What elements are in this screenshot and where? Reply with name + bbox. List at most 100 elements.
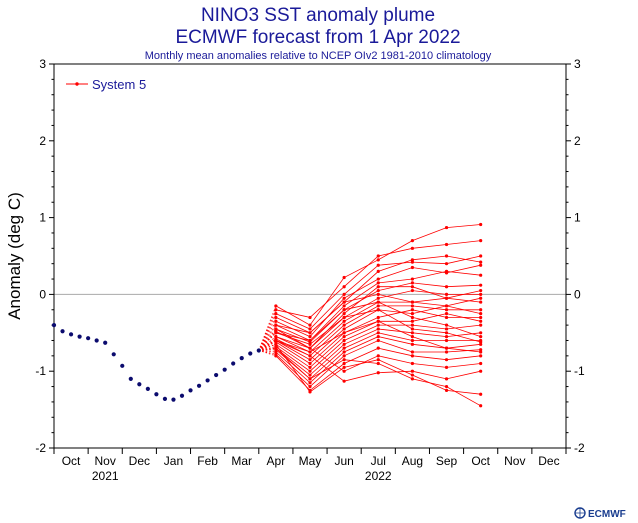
forecast-member-point (376, 263, 380, 267)
forecast-connector (258, 336, 277, 351)
forecast-member-point (479, 254, 483, 258)
legend: System 5 (66, 77, 146, 92)
y-tick-label-right: -2 (574, 441, 585, 455)
forecast-member-point (479, 283, 483, 287)
forecast-connector (258, 317, 277, 351)
forecast-member-point (410, 308, 414, 312)
forecast-member-point (444, 292, 449, 296)
forecast-member-point (444, 384, 449, 389)
forecast-member-point (479, 340, 483, 344)
observed-point (256, 348, 261, 353)
forecast-member-point (308, 327, 312, 331)
observed-point (239, 356, 244, 361)
y-tick-label-left: 3 (39, 57, 46, 71)
forecast-member-point (308, 342, 312, 346)
legend-label: System 5 (92, 77, 146, 92)
y-axis-label: Anomaly (deg C) (5, 192, 24, 320)
forecast-member-point (376, 254, 380, 258)
forecast-member-point (479, 348, 483, 352)
observed-point (77, 334, 82, 339)
ecmwf-logo-text: ECMWF (588, 509, 626, 520)
forecast-member-point (410, 350, 414, 354)
x-tick-label-month: Feb (197, 454, 218, 468)
forecast-member-point (274, 304, 278, 308)
x-tick-label-year: 2022 (365, 469, 392, 483)
forecast-member-point (479, 292, 483, 296)
observed-point (86, 336, 91, 341)
forecast-member-point (342, 365, 346, 369)
y-tick-label-right: 2 (574, 134, 581, 148)
observed-point (196, 383, 202, 388)
forecast-member-point (479, 273, 483, 277)
x-tick-label-month: Oct (62, 454, 81, 468)
observed-point (231, 361, 236, 366)
forecast-member-point (308, 315, 312, 320)
plot-frame (53, 63, 567, 449)
legend-marker (75, 82, 79, 86)
forecast-member-point (479, 342, 483, 346)
forecast-member-point (342, 323, 346, 327)
forecast-member-point (274, 315, 278, 320)
forecast-member-point (342, 285, 346, 289)
forecast-member-point (308, 346, 312, 350)
forecast-member-point (410, 277, 414, 281)
forecast-member-point (410, 373, 414, 377)
observed-point (137, 382, 142, 387)
forecast-member-point (308, 369, 312, 373)
forecast-member-point (444, 296, 449, 300)
forecast-member-point (479, 335, 483, 339)
forecast-member-point (376, 338, 380, 343)
observed-point (94, 338, 99, 343)
forecast-member-point (479, 288, 483, 293)
forecast-connector (258, 346, 276, 351)
tick-group: -2 -2 -1 -1 0 0 1 1 2 2 3 3 Oct Nov Dec Jan Feb Mar Apr May… (35, 57, 585, 483)
forecast-member-point (376, 296, 380, 300)
observed-point (179, 393, 185, 398)
observed-point (154, 392, 159, 397)
forecast-member-point (376, 358, 380, 362)
observed-point (205, 378, 210, 383)
forecast-member-point (410, 369, 414, 373)
forecast-member-point (376, 277, 380, 281)
forecast-member-point (376, 361, 380, 366)
x-tick-label-month: Dec (538, 454, 559, 468)
forecast-member-point (274, 346, 278, 350)
forecast-member-point (479, 308, 483, 312)
forecast-member-point (444, 242, 449, 247)
forecast-member-point (342, 275, 346, 280)
forecast-member-point (376, 371, 380, 375)
observed-point (162, 396, 168, 401)
forecast-member-point (308, 338, 312, 343)
forecast-member-point (444, 346, 449, 350)
y-tick-label-left: -2 (35, 441, 46, 455)
forecast-member-point (342, 346, 346, 350)
forecast-member-point (342, 342, 346, 346)
x-tick-label-month: Aug (402, 454, 423, 468)
forecast-member-point (342, 296, 346, 300)
forecast-connector (258, 321, 277, 351)
observed-point (60, 329, 65, 334)
forecast-member-point (274, 312, 278, 316)
observed-point (120, 363, 125, 368)
forecast-member-point (274, 331, 278, 335)
observed-point (188, 388, 193, 393)
forecast-member-point (376, 269, 380, 273)
forecast-member-point (308, 350, 312, 354)
chart-caption: Monthly mean anomalies relative to NCEP … (145, 50, 492, 62)
forecast-connector (258, 350, 276, 353)
forecast-member-point (342, 369, 346, 373)
forecast-member-point (376, 281, 380, 285)
forecast-member-point (479, 361, 483, 366)
forecast-member-point (479, 312, 483, 316)
observed-point (214, 372, 219, 378)
forecast-connector (258, 350, 276, 355)
forecast-member-point (274, 350, 278, 354)
forecast-member-point (444, 365, 449, 369)
forecast-member-point (410, 335, 414, 339)
forecast-member-point (410, 323, 414, 327)
forecast-member-point (410, 304, 414, 308)
forecast-member-point (376, 315, 380, 320)
observed-point (222, 367, 227, 372)
forecast-member-point (444, 262, 449, 266)
observed-point (171, 397, 176, 402)
